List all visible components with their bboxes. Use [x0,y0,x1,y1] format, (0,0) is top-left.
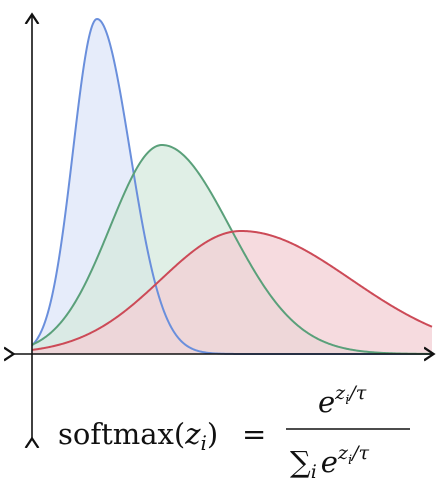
equation-denominator: ∑i ezi/τ [290,442,370,483]
equation-lhs-var: z [184,417,201,451]
equation-lhs-sub: i [200,431,206,455]
denominator-sum-sub: i [311,461,317,483]
numerator-exp-rest: /τ [347,382,366,404]
denominator-exp-rest: /τ [350,442,369,464]
equation-lhs: softmax(zi) [58,417,218,455]
numerator-exp-sub: i [345,393,349,408]
red-curve-line [31,229,433,351]
equation-lhs-close-paren: ) [207,417,218,451]
equation-equals: = [242,417,266,451]
red-curve-fill [32,231,432,354]
denominator-sum: ∑ [290,445,311,479]
denominator-base: e [321,445,338,479]
numerator-exp-var: z [334,382,346,404]
curves-group [31,17,433,355]
equation-lhs-open-paren: ( [174,417,185,451]
denominator-exp-var: z [337,442,349,464]
softmax-equation: softmax(zi) = ezi/τ ∑i ezi/τ [58,382,410,483]
numerator-base: e [318,385,335,419]
denominator-exp-sub: i [348,453,352,468]
equation-numerator: ezi/τ [318,382,367,419]
equation-lhs-func: softmax [58,417,174,451]
